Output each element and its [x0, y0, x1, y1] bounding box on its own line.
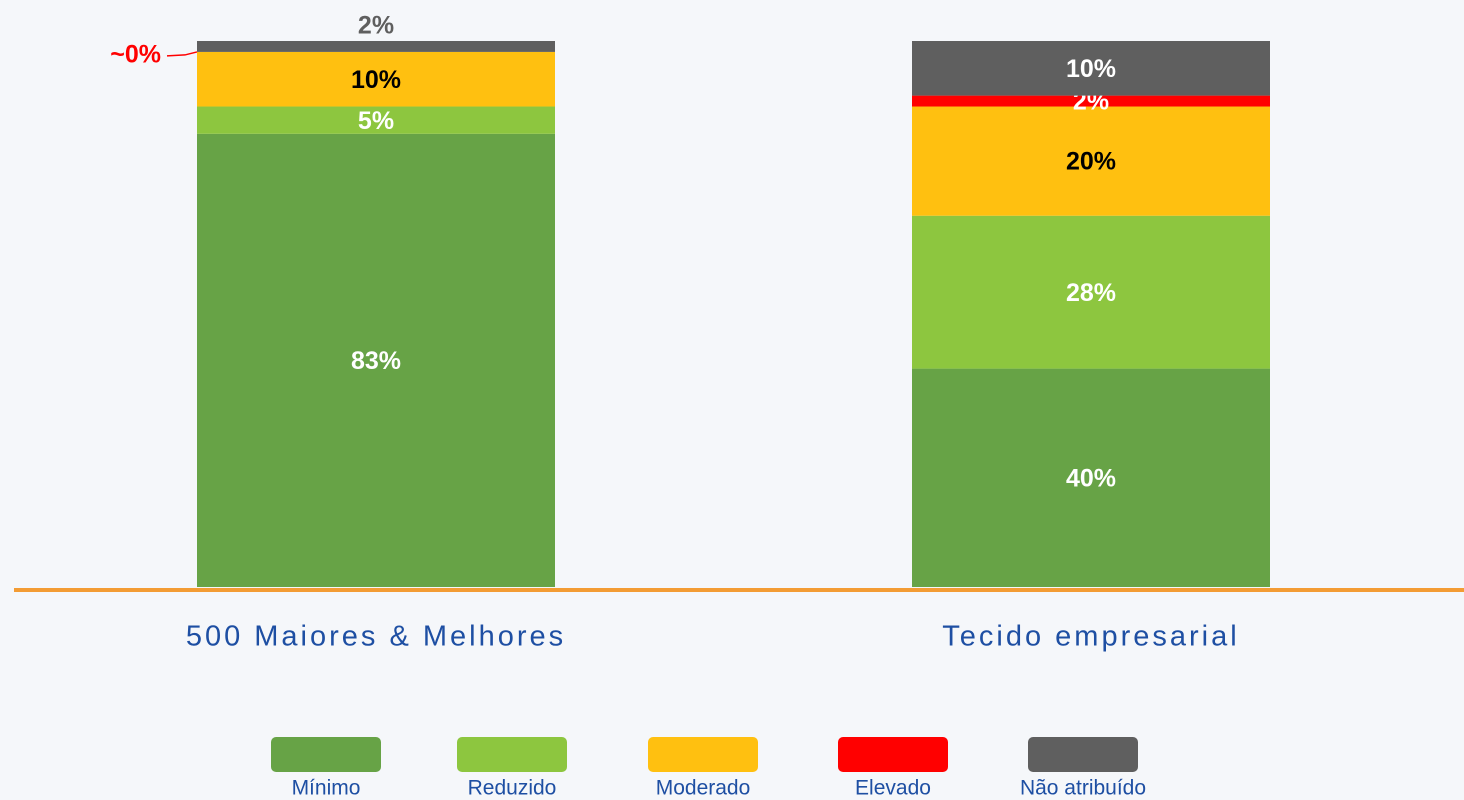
legend-swatch — [457, 737, 567, 772]
bar-segment — [912, 41, 1270, 96]
value-label: 10% — [351, 66, 401, 94]
category-label: 500 Maiores & Melhores — [186, 621, 566, 653]
bar-segment — [197, 51, 555, 107]
legend-label: Mínimo — [292, 777, 361, 800]
value-label: 5% — [358, 107, 394, 135]
value-label: 10% — [1066, 55, 1116, 83]
bar-segment — [912, 95, 1270, 107]
legend-label: Reduzido — [468, 777, 557, 800]
leader-line — [166, 51, 198, 57]
legend-swatch — [648, 737, 758, 772]
bar-segment — [912, 368, 1270, 587]
value-label: 28% — [1066, 279, 1116, 307]
legend-label: Elevado — [855, 777, 931, 800]
value-label: ~0% — [110, 41, 161, 69]
value-label: 20% — [1066, 148, 1116, 176]
legend-label: Não atribuído — [1020, 777, 1146, 800]
value-label: 83% — [351, 347, 401, 375]
legend-swatch — [838, 737, 948, 772]
bar-segment — [912, 215, 1270, 369]
legend-label: Moderado — [656, 777, 751, 800]
bar-segment — [197, 133, 555, 587]
legend-swatch — [1028, 737, 1138, 772]
bar-segment — [197, 41, 555, 52]
legend-swatch — [271, 737, 381, 772]
value-label: 2% — [358, 12, 394, 40]
bar-segment — [912, 106, 1270, 216]
bar-segment — [197, 106, 555, 134]
value-label: 40% — [1066, 464, 1116, 492]
category-label: Tecido empresarial — [942, 621, 1239, 653]
